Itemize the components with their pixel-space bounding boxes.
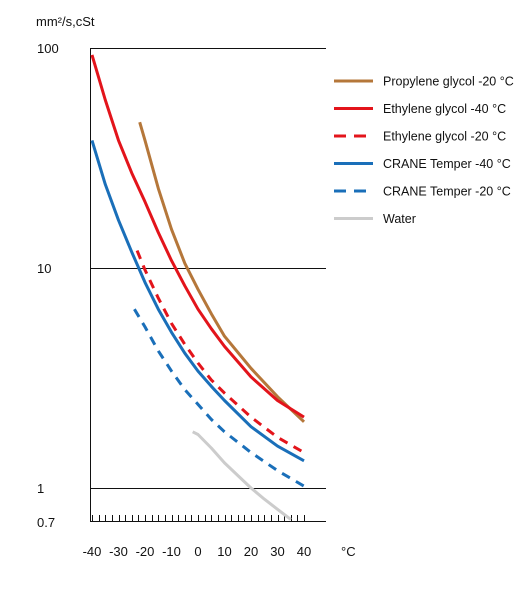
x-tick-label: -10 xyxy=(162,544,181,559)
legend-label-1: Ethylene glycol -40 °C xyxy=(383,102,506,116)
y-axis-unit-label: mm²/s,cSt xyxy=(36,14,95,29)
axes xyxy=(90,48,326,522)
legend: Propylene glycol -20 °C Ethylene glycol -… xyxy=(334,75,514,226)
legend-label-4: CRANE Temper -20 °C xyxy=(383,185,511,199)
x-tick-label: -20 xyxy=(136,544,155,559)
x-minor-ticks xyxy=(92,515,305,521)
y-tick-label: 0.7 xyxy=(37,515,55,530)
x-tick-label: 0 xyxy=(194,544,201,559)
x-axis-unit-label: °C xyxy=(341,544,356,559)
series-line-1 xyxy=(90,54,305,419)
y-tick-label: 10 xyxy=(37,261,51,276)
x-tick-label: -40 xyxy=(83,544,102,559)
y-tick-label: 1 xyxy=(37,481,44,496)
series-line-4 xyxy=(133,308,305,488)
x-tick-label: 40 xyxy=(297,544,311,559)
x-tick-label: 10 xyxy=(217,544,231,559)
series-lines xyxy=(90,54,306,521)
series-line-3 xyxy=(90,139,305,463)
series-line-5 xyxy=(192,430,292,521)
series-line-2 xyxy=(135,250,305,454)
x-tick-label: -30 xyxy=(109,544,128,559)
legend-label-2: Ethylene glycol -20 °C xyxy=(383,130,506,144)
x-tick-label: 20 xyxy=(244,544,258,559)
x-tick-label: 30 xyxy=(270,544,284,559)
gridlines xyxy=(90,48,326,489)
tick-labels: 100 10 1 0.7 -40 -30 -20 -10 0 10 20 30 40 xyxy=(37,41,311,559)
series-line-0 xyxy=(138,121,306,423)
y-tick-label: 100 xyxy=(37,41,59,56)
legend-label-3: CRANE Temper -40 °C xyxy=(383,157,511,171)
legend-label-0: Propylene glycol -20 °C xyxy=(383,75,514,89)
legend-label-5: Water xyxy=(383,212,416,226)
